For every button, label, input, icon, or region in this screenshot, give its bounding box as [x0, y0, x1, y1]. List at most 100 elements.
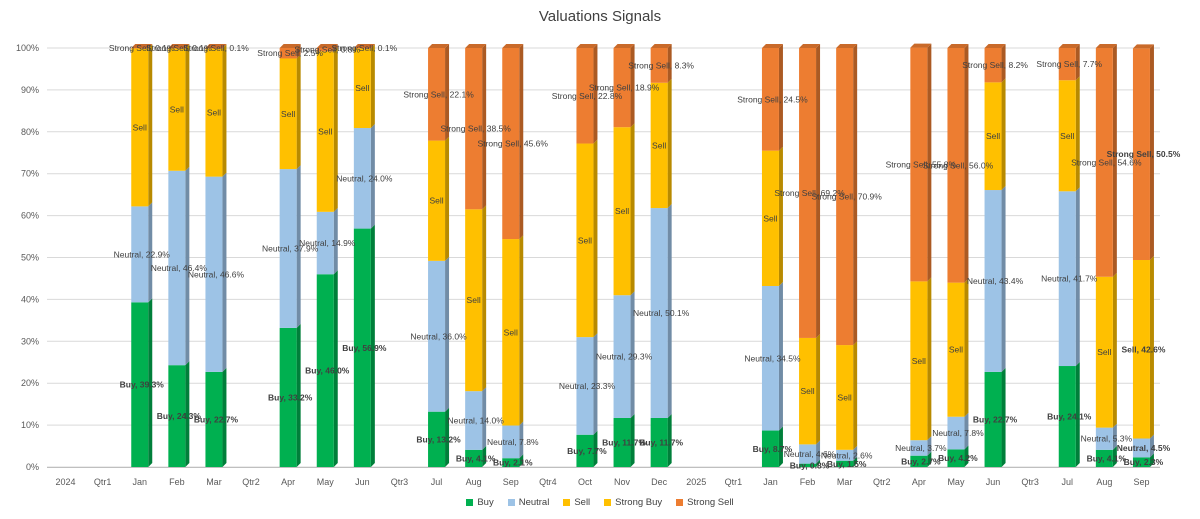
legend-swatch [507, 499, 515, 506]
bar-segment-side [593, 139, 598, 338]
data-label: Strong Sell, 24.5% [737, 94, 808, 104]
bar-segment-side [853, 445, 858, 461]
data-label: Sell [504, 327, 518, 337]
bar-segment-side [816, 459, 821, 467]
bar-segment-side [1149, 453, 1154, 467]
bar-segment-side [222, 172, 227, 372]
data-label: Buy, 11.7% [602, 437, 646, 447]
y-tick-label: 80% [21, 127, 39, 137]
bar-segment-side [333, 44, 338, 52]
x-tick-label: Aug [466, 477, 482, 487]
x-tick-label: Aug [1096, 477, 1112, 487]
data-label: Sell [133, 122, 147, 132]
data-label: Sell [207, 108, 221, 118]
bar-segment-neutral [1132, 438, 1150, 458]
data-label: Strong Sell, 7.7% [1036, 59, 1102, 69]
legend-swatch [676, 499, 684, 506]
bar-segment-side [964, 412, 969, 450]
bar-segment-side [630, 123, 635, 296]
bar-segment-neutral [131, 206, 149, 303]
bar-top-cap [1132, 44, 1154, 49]
x-tick-label: Jul [431, 477, 443, 487]
bar-top-cap [205, 44, 227, 48]
data-label: Neutral, 7.8% [932, 428, 984, 438]
bar-top-cap [984, 44, 1006, 48]
bar-segment-neutral [910, 440, 928, 456]
data-label: Neutral, 4.6% [784, 449, 836, 459]
data-label: Sell [281, 109, 295, 119]
legend-label: Neutral [518, 497, 550, 508]
bar-top-cap [502, 44, 524, 48]
data-label: Neutral, 7.8% [487, 437, 539, 447]
bar-segment-side [482, 387, 487, 450]
data-label: Sell [355, 83, 369, 93]
bar-segment-sell [1095, 276, 1113, 428]
bar-segment-sell [205, 48, 223, 177]
x-tick-label: Qtr3 [391, 477, 409, 487]
bar-segment-side [370, 44, 375, 129]
data-label: Strong Sell, 8.2% [962, 60, 1028, 70]
bar-segment-neutral [1058, 191, 1076, 367]
data-label: Strong Sell, 0.1% [183, 43, 249, 53]
bar-segment-neutral [502, 425, 520, 459]
bar-segment-neutral [1095, 427, 1113, 450]
bar-top-cap [428, 44, 450, 48]
bar-segment-side [1075, 187, 1080, 367]
data-label: Neutral, 34.5% [744, 353, 801, 363]
bar-segment-side [296, 165, 301, 328]
bar-segment-neutral [984, 190, 1002, 372]
bar-segment-sell [799, 337, 817, 445]
x-tick-label: Qtr3 [1021, 477, 1039, 487]
bar-segment-buy [1132, 457, 1150, 467]
x-tick-label: Mar [837, 477, 853, 487]
bar-segment-neutral [836, 449, 854, 461]
bar-segment-side [593, 44, 598, 144]
bar-top-cap [910, 43, 932, 48]
bar-segment-buy [947, 449, 965, 467]
data-label: Neutral, 37.9% [262, 243, 319, 253]
legend-swatch [466, 499, 474, 506]
x-tick-label: Jan [763, 477, 778, 487]
x-tick-label: Dec [651, 477, 668, 487]
data-label: Strong Sell, 0.1% [146, 43, 212, 53]
y-tick-label: 40% [21, 294, 39, 304]
data-label: Sell [578, 235, 592, 245]
data-label: Sell [949, 345, 963, 355]
bar-segment-side [185, 166, 190, 366]
data-label: Neutral, 46.6% [188, 269, 245, 279]
bar-segment-side [148, 202, 153, 303]
x-tick-label: Qtr2 [873, 477, 891, 487]
bar-segment-buy [984, 371, 1002, 467]
bar-top-cap [316, 44, 338, 48]
bar-segment-side [222, 44, 227, 49]
bar-segment-strong-sell [1095, 48, 1113, 277]
bar-segment-buy [168, 365, 186, 467]
bar-top-cap [279, 44, 301, 48]
y-tick-label: 100% [16, 43, 39, 53]
data-label: Strong Sell, 2.5% [257, 48, 323, 58]
bar-segment-sell [947, 282, 965, 417]
bar-segment-side [445, 136, 450, 261]
y-tick-label: 70% [21, 169, 39, 179]
bar-top-cap [799, 44, 821, 48]
data-label: Buy, 11.7% [639, 437, 683, 447]
x-tick-label: Jun [355, 477, 370, 487]
bar-segment-side [853, 44, 858, 346]
data-label: Neutral, 36.0% [410, 331, 467, 341]
bar-segment-side [296, 44, 301, 59]
data-label: Buy, 22.7% [973, 414, 1018, 424]
bar-segment-neutral [613, 295, 631, 418]
bar-segment-buy [613, 417, 631, 467]
x-tick-label: Sep [1133, 477, 1149, 487]
bar-segment-sell [1132, 260, 1150, 439]
bar-segment-sell [428, 140, 446, 261]
data-label: Neutral, 14.9% [299, 238, 356, 248]
bar-top-cap [836, 44, 858, 48]
bar-segment-buy [836, 460, 854, 467]
data-label: Sell [763, 213, 777, 223]
data-label: Sell [652, 140, 666, 150]
bar-segment-side [1001, 367, 1006, 467]
bar-segment-side [927, 277, 932, 441]
bar-segment-sell [761, 150, 779, 286]
bar-segment-side [333, 207, 338, 275]
